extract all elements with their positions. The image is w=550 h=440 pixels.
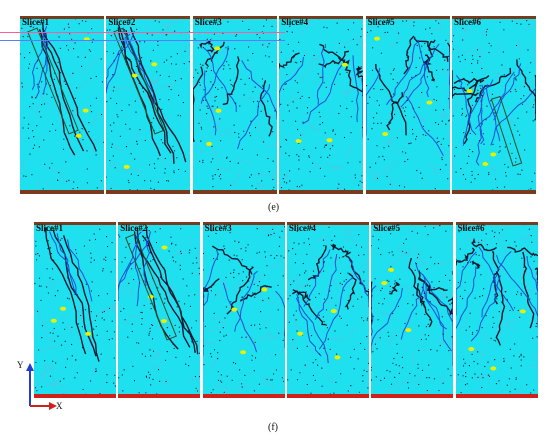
x-axis-label: X — [56, 401, 63, 411]
overlay-line-2 — [0, 40, 285, 41]
slice-label: Slice#2 — [108, 17, 136, 27]
crack-pattern-image — [286, 222, 369, 398]
slice-label: Slice#3 — [194, 17, 222, 27]
crack-pattern-image — [34, 222, 116, 398]
crack-pattern-image — [371, 224, 454, 398]
slice-bottom-border — [106, 190, 191, 194]
slice-label: Slice#4 — [288, 223, 316, 233]
slice-bottom-border — [452, 190, 536, 194]
axes-indicator — [24, 362, 64, 412]
slice-bottom-border — [118, 394, 201, 398]
slice-label: Slice#2 — [120, 223, 148, 233]
slice-label: Slice#3 — [204, 223, 232, 233]
slice-panel: Slice#1 — [20, 16, 104, 194]
slice-top-border — [452, 16, 536, 19]
slice-label: Slice#1 — [36, 223, 63, 233]
slice-label: Slice#4 — [281, 17, 309, 27]
slice-top-border — [20, 16, 104, 19]
slice-label: Slice#6 — [457, 223, 485, 233]
crack-pattern-image — [365, 16, 450, 193]
caption-e: (e) — [268, 202, 280, 213]
slice-top-border — [371, 222, 454, 225]
slice-bottom-border — [20, 190, 104, 194]
slice-panel: Slice#3 — [202, 222, 285, 398]
slice-panel: Slice#5 — [365, 16, 450, 194]
slice-top-border — [279, 16, 364, 19]
caption-f: (f) — [268, 422, 278, 433]
crack-pattern-image — [20, 16, 104, 194]
slice-panel: Slice#1 — [34, 222, 116, 398]
overlay-line-1 — [0, 32, 285, 33]
slice-bottom-border — [279, 190, 364, 194]
slice-panel: Slice#6 — [455, 222, 538, 398]
crack-pattern-image — [106, 17, 191, 194]
slice-panel: Slice#2 — [118, 222, 201, 398]
slice-top-border — [365, 16, 450, 19]
slice-label: Slice#1 — [22, 17, 49, 27]
slice-top-border — [34, 222, 116, 225]
slice-label: Slice#5 — [367, 17, 395, 27]
slice-bottom-border — [371, 394, 454, 398]
y-axis-label: Y — [17, 360, 24, 370]
crack-pattern-image — [202, 224, 285, 398]
crack-pattern-image — [192, 19, 277, 193]
crack-pattern-image — [118, 222, 201, 398]
slice-panel: Slice#6 — [452, 16, 536, 194]
slice-top-border — [106, 16, 191, 19]
crack-pattern-image — [452, 16, 536, 194]
slice-bottom-border — [365, 190, 450, 194]
slice-label: Slice#6 — [454, 17, 481, 27]
slice-top-border — [202, 222, 285, 225]
slice-bottom-border — [202, 394, 285, 398]
slice-panel: Slice#2 — [106, 16, 191, 194]
axes-arrows-icon — [26, 363, 57, 410]
slice-top-border — [118, 222, 201, 225]
slice-top-border — [455, 222, 538, 225]
slice-panel: Slice#4 — [279, 16, 364, 194]
slice-top-border — [192, 16, 277, 19]
slice-label: Slice#5 — [373, 223, 401, 233]
slice-top-border — [286, 222, 369, 225]
slice-bottom-border — [192, 190, 277, 194]
slice-bottom-border — [286, 394, 369, 398]
crack-pattern-image — [279, 16, 364, 194]
slice-bottom-border — [34, 394, 116, 398]
slice-bottom-border — [455, 394, 538, 398]
slice-panel: Slice#3 — [192, 16, 277, 194]
slice-panel: Slice#4 — [286, 222, 369, 398]
slice-panel: Slice#5 — [371, 222, 454, 398]
crack-pattern-image — [455, 222, 538, 398]
